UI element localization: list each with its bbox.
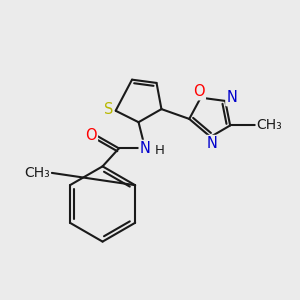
Text: N: N xyxy=(140,141,151,156)
Text: CH₃: CH₃ xyxy=(256,118,282,133)
Text: S: S xyxy=(104,102,113,117)
Text: O: O xyxy=(193,84,205,99)
Text: N: N xyxy=(226,90,237,105)
Text: O: O xyxy=(85,128,97,143)
Text: CH₃: CH₃ xyxy=(25,166,50,180)
Text: N: N xyxy=(207,136,218,151)
Text: H: H xyxy=(154,145,164,158)
